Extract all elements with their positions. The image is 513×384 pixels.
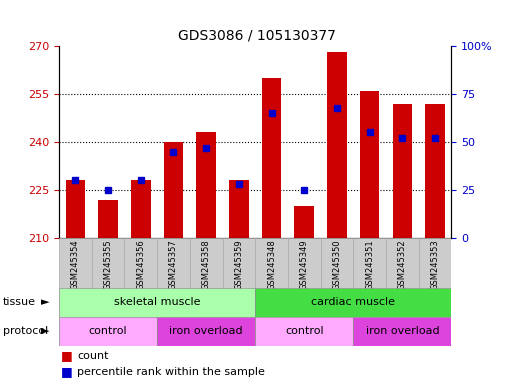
Text: skeletal muscle: skeletal muscle [114, 297, 201, 308]
Bar [157, 317, 255, 346]
Text: GSM245354: GSM245354 [71, 239, 80, 290]
Bar [59, 288, 255, 317]
Bar [98, 200, 118, 238]
Text: ►: ► [41, 326, 49, 336]
Text: cardiac muscle: cardiac muscle [311, 297, 396, 308]
Bar [59, 238, 92, 288]
Text: percentile rank within the sample: percentile rank within the sample [77, 366, 265, 377]
Bar [262, 78, 281, 238]
Bar [255, 238, 288, 288]
Text: GSM245349: GSM245349 [300, 239, 309, 290]
Bar [190, 238, 223, 288]
Text: GSM245359: GSM245359 [234, 239, 243, 290]
Bar [353, 317, 451, 346]
Text: iron overload: iron overload [169, 326, 243, 336]
Bar [255, 288, 451, 317]
Text: GSM245357: GSM245357 [169, 239, 178, 290]
Bar [223, 238, 255, 288]
Bar [327, 53, 347, 238]
Text: count: count [77, 351, 108, 361]
Bar [255, 317, 353, 346]
Bar [419, 238, 451, 288]
Text: ►: ► [41, 297, 49, 308]
Text: iron overload: iron overload [366, 326, 439, 336]
Text: control: control [285, 326, 324, 336]
Bar [164, 142, 183, 238]
Bar [229, 180, 249, 238]
Text: control: control [89, 326, 127, 336]
Bar [392, 104, 412, 238]
Bar [66, 180, 85, 238]
Text: GSM245353: GSM245353 [430, 239, 440, 290]
Bar [92, 238, 125, 288]
Bar [425, 104, 445, 238]
Text: GSM245355: GSM245355 [104, 239, 112, 290]
Bar [386, 238, 419, 288]
Text: GDS3086 / 105130377: GDS3086 / 105130377 [177, 28, 336, 42]
Bar [131, 180, 150, 238]
Bar [294, 206, 314, 238]
Bar [288, 238, 321, 288]
Text: GSM245352: GSM245352 [398, 239, 407, 290]
Text: ■: ■ [61, 349, 72, 362]
Bar [196, 132, 216, 238]
Bar [59, 317, 157, 346]
Text: GSM245358: GSM245358 [202, 239, 211, 290]
Bar [157, 238, 190, 288]
Text: GSM245351: GSM245351 [365, 239, 374, 290]
Bar [124, 238, 157, 288]
Text: protocol: protocol [3, 326, 48, 336]
Bar [360, 91, 380, 238]
Bar [353, 238, 386, 288]
Text: GSM245356: GSM245356 [136, 239, 145, 290]
Text: GSM245350: GSM245350 [332, 239, 342, 290]
Text: tissue: tissue [3, 297, 35, 308]
Bar [321, 238, 353, 288]
Text: ■: ■ [61, 365, 72, 378]
Text: GSM245348: GSM245348 [267, 239, 276, 290]
